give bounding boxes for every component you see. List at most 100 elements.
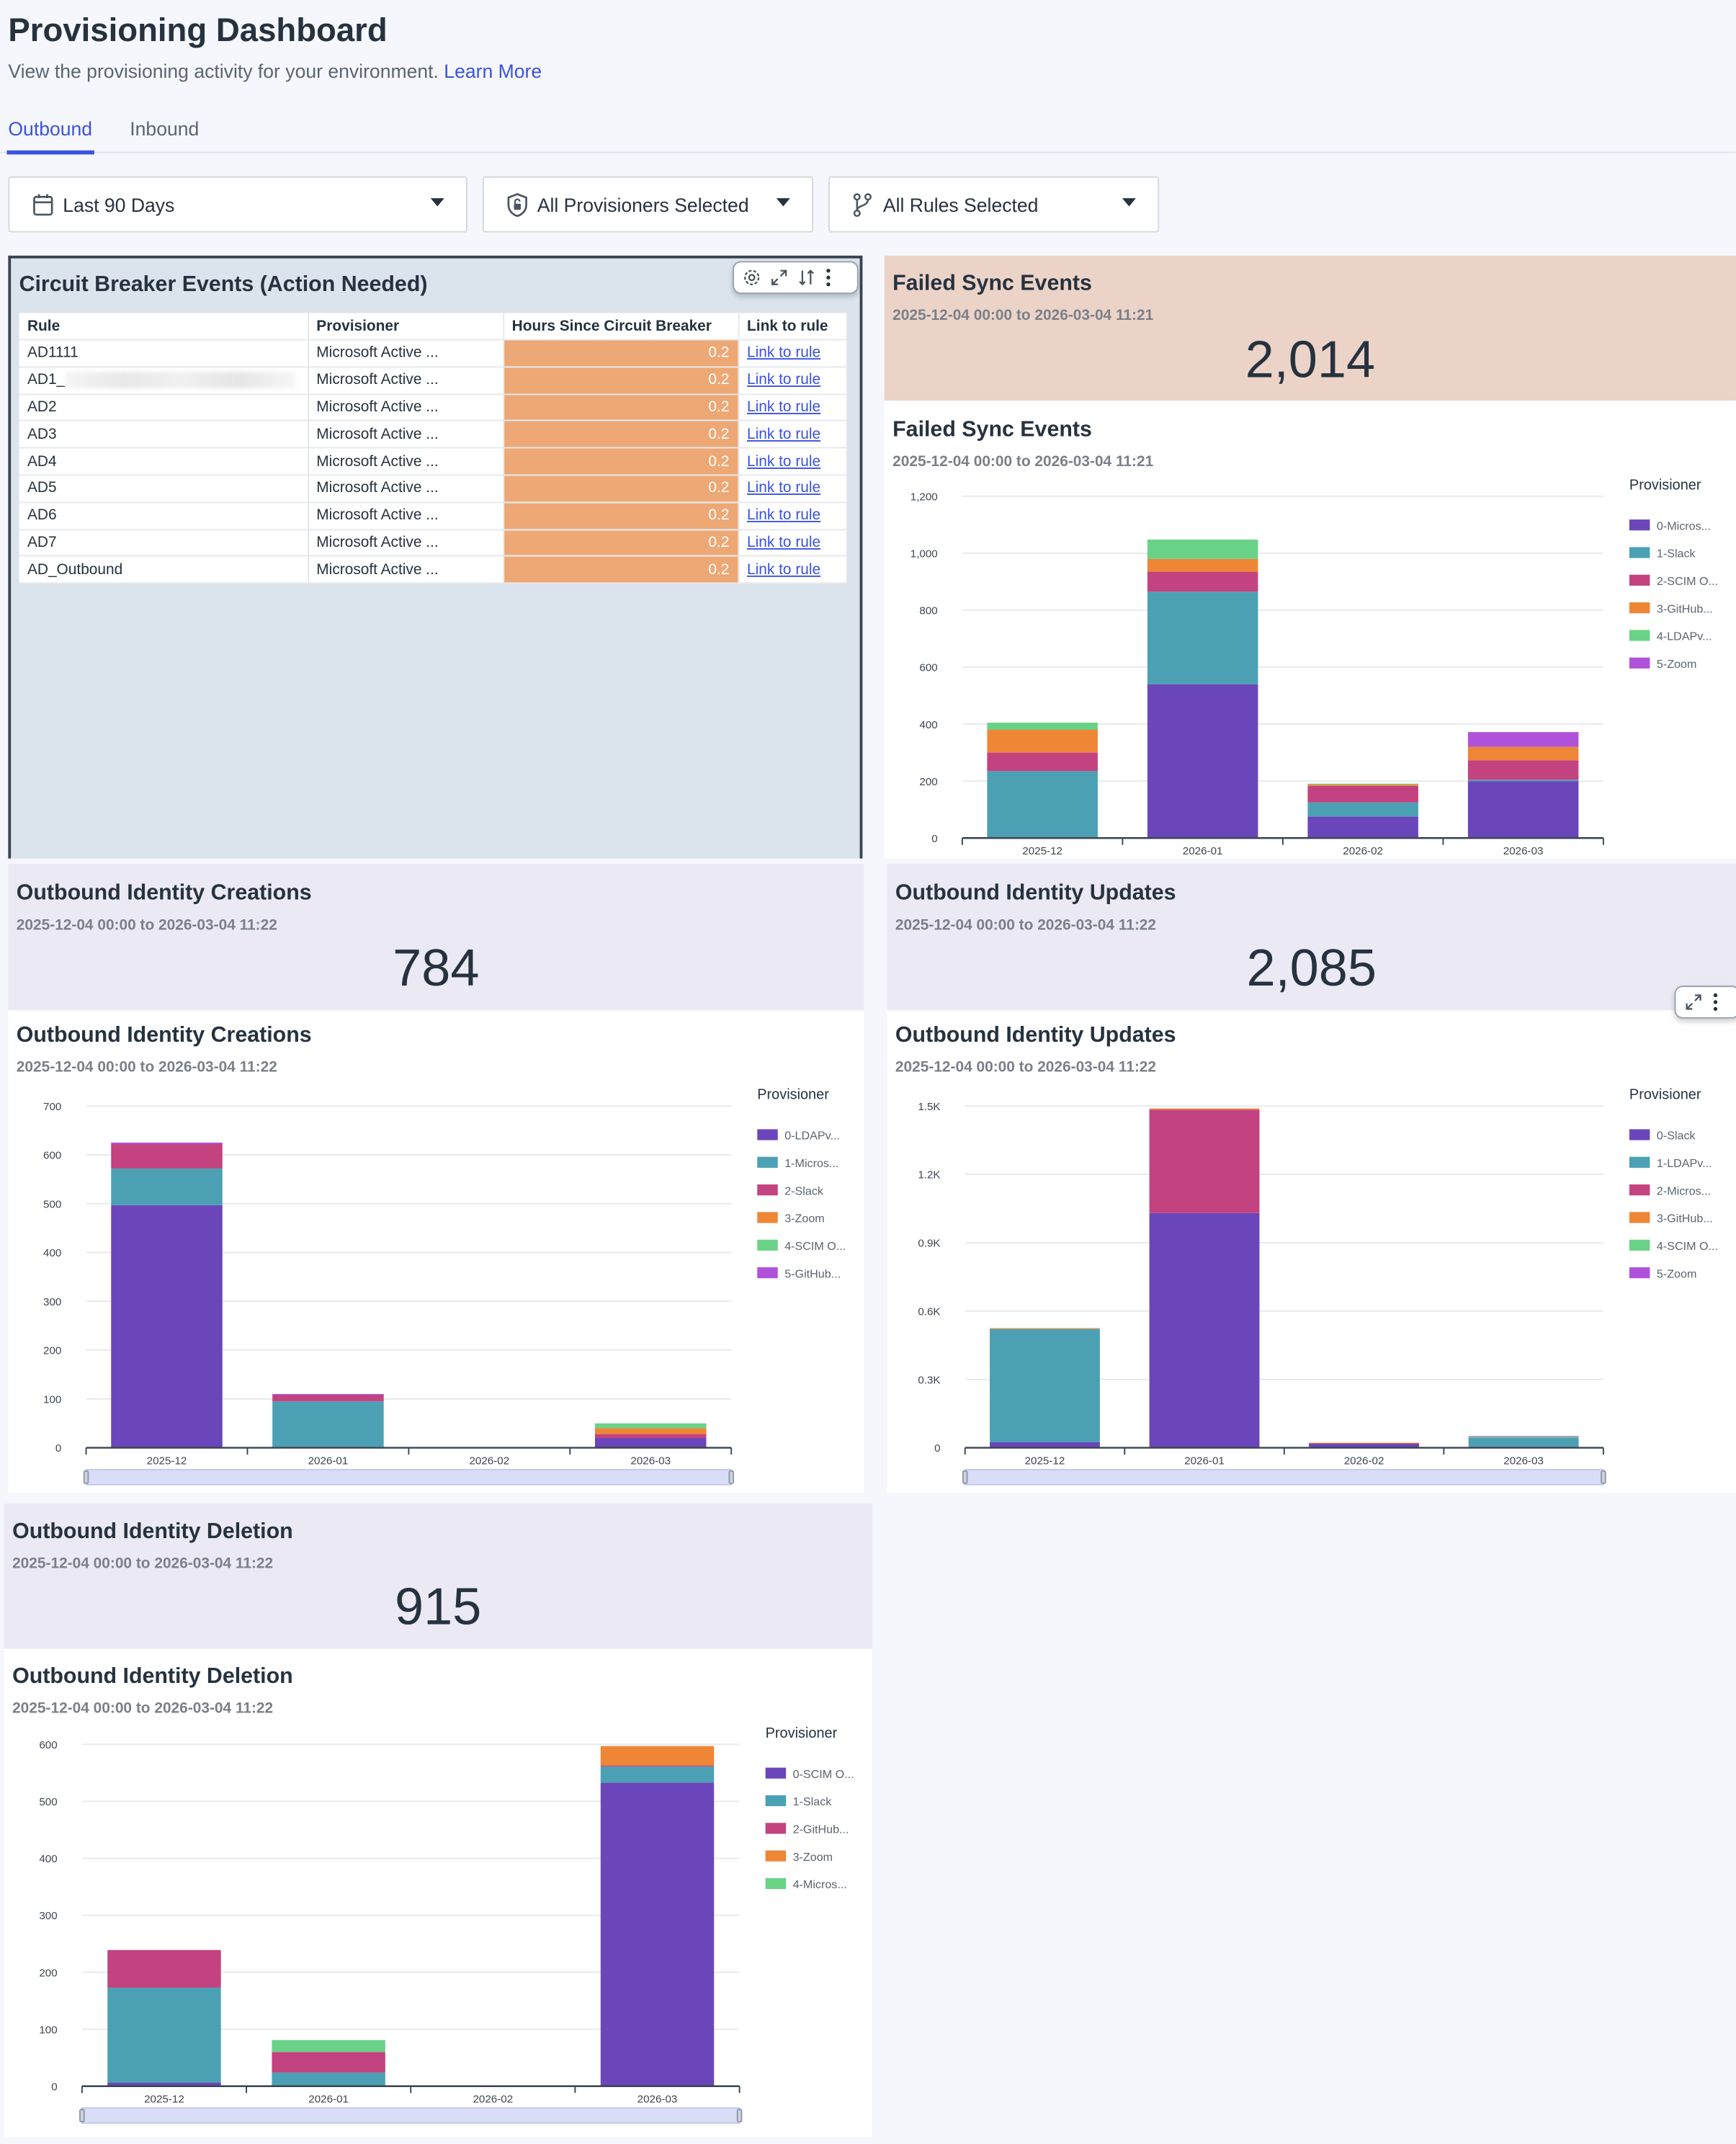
legend-item[interactable]: 2-Slack — [784, 1184, 824, 1197]
bar-segment[interactable] — [111, 1142, 223, 1145]
bar-segment[interactable] — [1468, 1437, 1579, 1438]
legend-item[interactable]: 2-SCIM O... — [1657, 575, 1718, 588]
bar-segment[interactable] — [111, 1205, 223, 1448]
legend-item[interactable]: 5-Zoom — [1657, 658, 1697, 671]
zoom-slider[interactable] — [964, 1468, 1604, 1486]
legend-item[interactable]: 4-LDAPv... — [1657, 630, 1712, 643]
legend-swatch[interactable] — [1629, 1184, 1650, 1196]
slider-handle-left[interactable] — [79, 2109, 85, 2123]
bar-segment[interactable] — [1149, 1108, 1260, 1110]
legend-item[interactable]: 1-Micros... — [784, 1157, 838, 1170]
date-range-dropdown[interactable]: Last 90 Days — [8, 176, 467, 233]
column-header-hours[interactable]: Hours Since Circuit Breaker — [503, 313, 739, 341]
legend-swatch[interactable] — [757, 1156, 778, 1168]
legend-swatch[interactable] — [1629, 574, 1650, 586]
zoom-slider[interactable] — [85, 1468, 733, 1486]
link-to-rule[interactable]: Link to rule — [747, 507, 821, 524]
bar-segment[interactable] — [990, 1328, 1100, 1442]
link-to-rule[interactable]: Link to rule — [747, 399, 821, 416]
bar-segment[interactable] — [600, 1765, 715, 1767]
bar-segment[interactable] — [1149, 1109, 1260, 1213]
bar-segment[interactable] — [595, 1423, 707, 1429]
legend-item[interactable]: 4-SCIM O... — [784, 1240, 846, 1253]
legend-swatch[interactable] — [765, 1877, 787, 1890]
bar-segment[interactable] — [1468, 1437, 1579, 1447]
bar-segment[interactable] — [600, 1746, 715, 1766]
bar-segment[interactable] — [272, 1401, 384, 1448]
bar-segment[interactable] — [111, 1144, 223, 1169]
legend-item[interactable]: 5-GitHub... — [784, 1267, 841, 1280]
bar-segment[interactable] — [595, 1438, 707, 1448]
tab-inbound[interactable]: Inbound — [130, 117, 200, 140]
slider-handle-left[interactable] — [962, 1470, 968, 1484]
legend-swatch[interactable] — [757, 1184, 778, 1196]
bar-segment[interactable] — [1309, 1442, 1420, 1444]
column-header-provisioner[interactable]: Provisioner — [307, 313, 504, 341]
legend-item[interactable]: 3-GitHub... — [1657, 602, 1713, 615]
legend-swatch[interactable] — [765, 1767, 787, 1779]
legend-swatch[interactable] — [757, 1212, 778, 1223]
legend-item[interactable]: 3-Zoom — [793, 1851, 833, 1864]
bar-segment[interactable] — [272, 2072, 385, 2086]
bar-segment[interactable] — [1147, 591, 1258, 684]
legend-swatch[interactable] — [1629, 547, 1650, 558]
bar-segment[interactable] — [1307, 816, 1418, 839]
bar-segment[interactable] — [990, 1442, 1100, 1448]
link-to-rule[interactable]: Link to rule — [747, 480, 821, 497]
expand-icon[interactable] — [1684, 993, 1704, 1012]
bar-segment[interactable] — [987, 771, 1098, 839]
legend-swatch[interactable] — [1629, 1129, 1650, 1140]
bar-segment[interactable] — [1307, 785, 1418, 803]
legend-swatch[interactable] — [1629, 602, 1650, 614]
legend-item[interactable]: 0-Micros... — [1657, 519, 1711, 532]
legend-swatch[interactable] — [757, 1267, 778, 1279]
legend-swatch[interactable] — [757, 1129, 778, 1140]
bar-segment[interactable] — [1307, 783, 1418, 785]
legend-item[interactable]: 1-Slack — [793, 1795, 833, 1808]
legend-item[interactable]: 2-Micros... — [1657, 1184, 1711, 1197]
bar-segment[interactable] — [111, 1168, 223, 1205]
legend-swatch[interactable] — [1629, 1239, 1650, 1251]
more-options-icon[interactable] — [1712, 993, 1719, 1012]
bar-segment[interactable] — [1467, 780, 1579, 782]
legend-swatch[interactable] — [1629, 1156, 1650, 1168]
bar-segment[interactable] — [272, 1394, 384, 1402]
bar-segment[interactable] — [1309, 1443, 1420, 1448]
link-to-rule[interactable]: Link to rule — [747, 344, 821, 362]
bar-segment[interactable] — [107, 1987, 221, 2083]
bar-segment[interactable] — [1467, 781, 1579, 839]
bar-segment[interactable] — [1307, 802, 1418, 817]
bar-segment[interactable] — [987, 752, 1098, 772]
legend-item[interactable]: 2-GitHub... — [793, 1823, 849, 1836]
bar-segment[interactable] — [1147, 571, 1258, 592]
legend-item[interactable]: 1-LDAPv... — [1657, 1157, 1712, 1170]
bar-segment[interactable] — [595, 1434, 707, 1439]
legend-item[interactable]: 0-Slack — [1657, 1130, 1696, 1143]
legend-swatch[interactable] — [1629, 1212, 1650, 1223]
provisioners-dropdown[interactable]: All Provisioners Selected — [482, 176, 814, 233]
link-to-rule[interactable]: Link to rule — [747, 534, 821, 551]
legend-item[interactable]: 0-SCIM O... — [793, 1768, 854, 1781]
legend-item[interactable]: 1-Slack — [1657, 548, 1696, 560]
link-to-rule[interactable]: Link to rule — [747, 372, 821, 389]
slider-handle-right[interactable] — [728, 1470, 735, 1484]
legend-swatch[interactable] — [765, 1795, 787, 1807]
sort-icon[interactable] — [797, 268, 816, 287]
bar-segment[interactable] — [990, 1328, 1100, 1329]
bar-segment[interactable] — [1467, 760, 1579, 780]
legend-swatch[interactable] — [1629, 1267, 1650, 1279]
bar-segment[interactable] — [1467, 746, 1579, 761]
column-header-link[interactable]: Link to rule — [738, 313, 847, 341]
bar-segment[interactable] — [1147, 558, 1258, 572]
rules-dropdown[interactable]: All Rules Selected — [828, 176, 1160, 233]
column-header-rule[interactable]: Rule — [19, 313, 308, 341]
expand-icon[interactable] — [769, 268, 789, 287]
slider-handle-left[interactable] — [83, 1470, 89, 1484]
bar-segment[interactable] — [1149, 1212, 1260, 1448]
tab-outbound[interactable]: Outbound — [8, 117, 93, 140]
bar-segment[interactable] — [1467, 732, 1579, 747]
bar-segment[interactable] — [272, 2040, 385, 2053]
bar-segment[interactable] — [987, 723, 1098, 731]
legend-item[interactable]: 4-SCIM O... — [1657, 1240, 1718, 1253]
zoom-slider[interactable] — [81, 2107, 741, 2124]
